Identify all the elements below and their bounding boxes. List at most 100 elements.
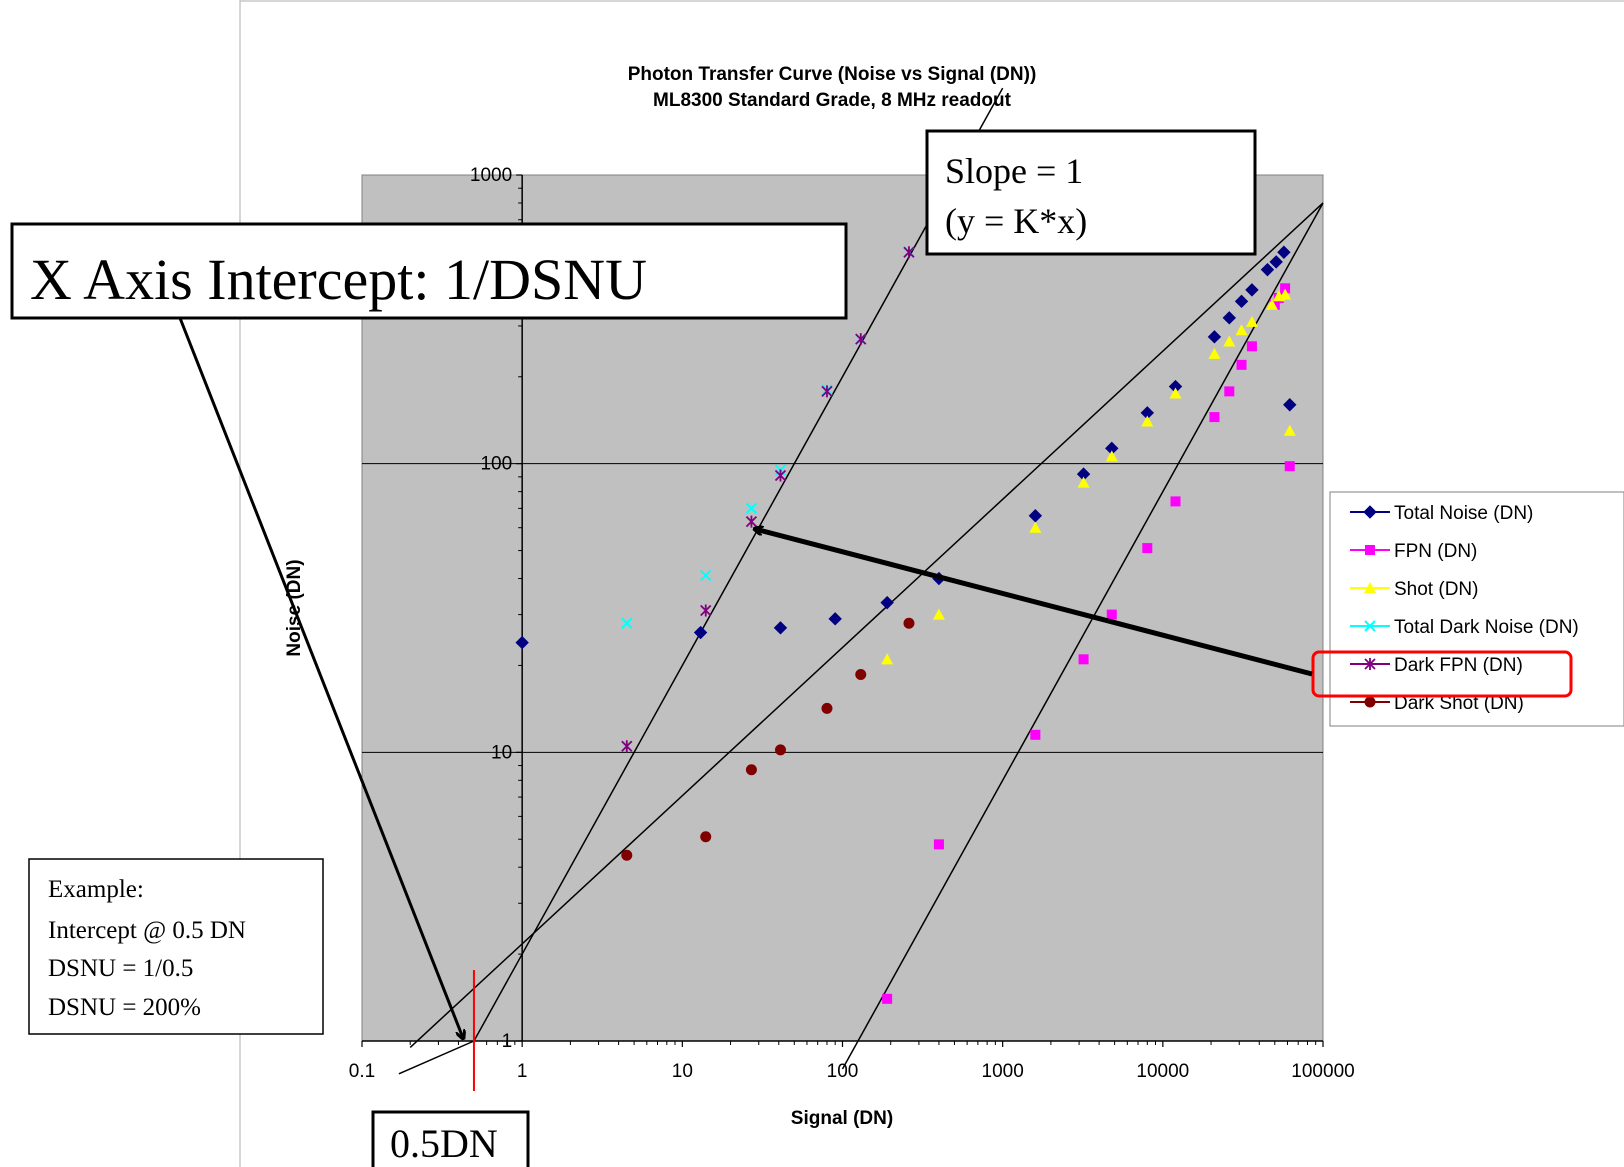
- fit-line-slope-1-dark-fpn: [473, 87, 1004, 1042]
- point-fpn-dn: [1280, 283, 1291, 294]
- x-intercept-arrow: [178, 317, 463, 1038]
- legend-marker-total-dark-noise-dn: [1364, 620, 1376, 632]
- y-tick-label: 1000: [470, 165, 512, 186]
- point-shot-dn: [1141, 415, 1154, 427]
- legend-marker-fpn-dn: [1365, 545, 1375, 555]
- fit-line-fpn-fit: [841, 202, 1324, 1070]
- y-tick-label: 1: [502, 1031, 513, 1052]
- legend-marker-dark-fpn-dn: [1364, 658, 1376, 670]
- point-shot-dn: [1235, 324, 1248, 336]
- point-dark-fpn-dn: [621, 740, 633, 753]
- x-tick-label: 10: [672, 1061, 693, 1082]
- point-total-noise-dn: [880, 595, 894, 610]
- chart-subtitle: ML8300 Standard Grade, 8 MHz readout: [653, 90, 1012, 111]
- point-total-noise-dn: [1207, 330, 1222, 344]
- point-dark-shot-dn: [700, 831, 712, 843]
- point-total-noise-dn: [1283, 398, 1297, 412]
- slope-callout-box: [925, 129, 1257, 256]
- point-dark-fpn-dn: [700, 604, 712, 617]
- x-tick-label: 0.1: [349, 1061, 375, 1082]
- point-shot-dn: [1245, 315, 1258, 327]
- point-dark-shot-dn: [855, 669, 867, 681]
- point-dark-shot-dn: [774, 744, 786, 756]
- y-tick-label: 10: [491, 742, 512, 763]
- x-tick-label: 100000: [1291, 1061, 1354, 1082]
- point-total-noise-dn: [693, 625, 708, 640]
- point-total-noise-dn: [1234, 294, 1249, 309]
- point-dark-fpn-dn: [774, 469, 787, 482]
- point-total-noise-dn: [1269, 255, 1283, 269]
- point-fpn-dn: [1142, 543, 1153, 554]
- legend-marker-total-noise-dn: [1363, 505, 1377, 519]
- legend-label-dark-shot-dn: Dark Shot (DN): [1394, 693, 1524, 714]
- point-shot-dn: [1283, 424, 1296, 436]
- example-callout-box: [28, 858, 324, 1035]
- x-tick-label: 1000: [982, 1061, 1024, 1082]
- y-tick-label: 100: [480, 454, 512, 475]
- point-fpn-dn: [882, 993, 893, 1004]
- x-tick-label: 100: [827, 1061, 859, 1082]
- example-line-2: Intercept @ 0.5 DN: [48, 917, 246, 944]
- legend-label-total-dark-noise-dn: Total Dark Noise (DN): [1394, 617, 1579, 638]
- legend-box: [1329, 491, 1624, 727]
- legend-label-shot-dn: Shot (DN): [1394, 579, 1478, 600]
- slope-callout-line2: (y = K*x): [945, 201, 1087, 241]
- x-tick-label: 1: [517, 1061, 528, 1082]
- point-dark-shot-dn: [903, 617, 915, 629]
- point-total-dark-noise-dn: [621, 617, 633, 629]
- point-shot-dn: [932, 608, 945, 620]
- point-total-noise-dn: [828, 612, 842, 626]
- point-shot-dn: [1265, 298, 1278, 310]
- legend: Total Noise (DN) FPN (DN) Shot (DN) Total D…: [1311, 491, 1624, 727]
- point-dark-fpn-dn: [903, 246, 915, 259]
- point-dark-shot-dn: [621, 849, 633, 861]
- x-axis-title: Signal (DN): [791, 1108, 893, 1129]
- point-fpn-dn: [1030, 729, 1041, 740]
- point-total-dark-noise-dn: [745, 502, 758, 515]
- example-line-3: DSNU = 1/0.5: [48, 955, 193, 982]
- point-fpn-dn: [1224, 386, 1235, 397]
- data-points: [515, 245, 1297, 1004]
- point-fpn-dn: [1106, 609, 1117, 620]
- point-total-noise-dn: [773, 621, 788, 635]
- point-total-dark-noise-dn: [700, 569, 712, 582]
- legend-marker-dark-shot-dn: [1364, 696, 1376, 708]
- point-fpn-dn: [1078, 654, 1089, 665]
- x-tick-label: 10000: [1136, 1061, 1189, 1082]
- intercept-value-text: 0.5DN: [390, 1121, 498, 1166]
- point-shot-dn: [1279, 288, 1292, 300]
- slope-callout-line1: Slope = 1: [945, 151, 1083, 191]
- point-dark-fpn-dn: [855, 333, 867, 346]
- point-shot-dn: [1105, 450, 1118, 462]
- x-intercept-callout-text: X Axis Intercept: 1/DSNU: [30, 247, 647, 312]
- point-shot-dn: [1208, 347, 1221, 359]
- x-intercept-callout-box: [10, 222, 848, 320]
- point-shot-dn: [1169, 387, 1182, 399]
- point-dark-shot-dn: [745, 764, 757, 776]
- dark-fpn-arrow: [755, 529, 1313, 677]
- point-dark-fpn-dn: [821, 385, 833, 398]
- example-line-1: Example:: [48, 876, 144, 903]
- point-fpn-dn: [1236, 359, 1247, 370]
- legend-highlight-box: [1311, 650, 1573, 698]
- legend-marker-shot-dn: [1364, 582, 1376, 593]
- legend-label-dark-fpn-dn: Dark FPN (DN): [1394, 655, 1523, 676]
- fit-line-extra-low-line: [398, 1040, 475, 1075]
- intercept-value-box: [371, 1110, 530, 1167]
- point-fpn-dn: [933, 839, 944, 850]
- fit-lines: [398, 87, 1324, 1075]
- point-fpn-dn: [1170, 496, 1181, 507]
- point-total-noise-dn: [1245, 283, 1259, 297]
- point-shot-dn: [1077, 476, 1090, 488]
- point-shot-dn: [1029, 521, 1042, 533]
- chart-title: Photon Transfer Curve (Noise vs Signal (…: [628, 64, 1037, 85]
- point-shot-dn: [1223, 335, 1236, 347]
- legend-label-total-noise-dn: Total Noise (DN): [1394, 503, 1533, 524]
- fit-line-dark-shot-fit: [409, 202, 1324, 1048]
- point-fpn-dn: [1209, 412, 1220, 423]
- point-fpn-dn: [1246, 341, 1257, 352]
- point-dark-shot-dn: [821, 702, 833, 714]
- point-shot-dn: [881, 653, 894, 665]
- point-total-noise-dn: [1277, 245, 1291, 259]
